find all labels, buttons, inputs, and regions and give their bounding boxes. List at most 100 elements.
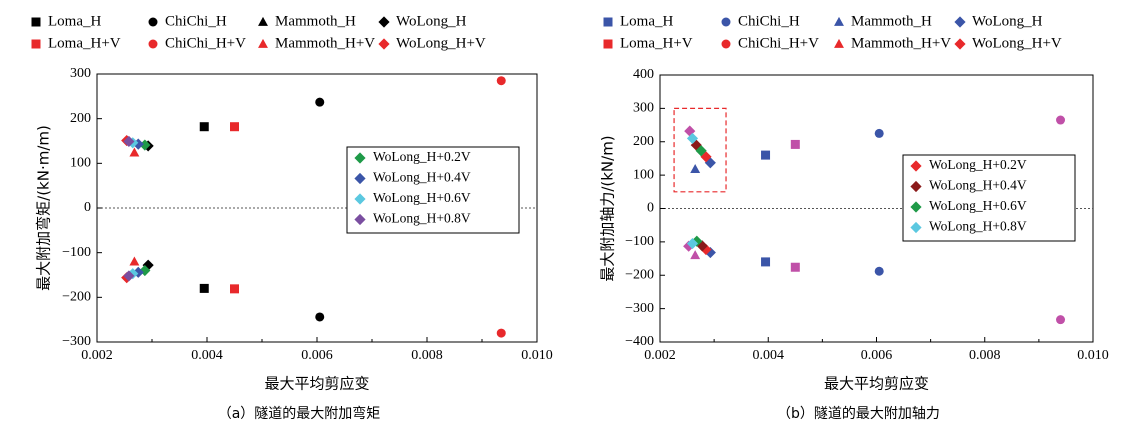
data-point <box>690 250 701 260</box>
y-tick-label: −200 <box>625 267 654 282</box>
data-point <box>874 266 884 276</box>
x-tick-label: 0.006 <box>301 348 333 363</box>
data-point <box>129 147 140 157</box>
data-point <box>761 150 771 160</box>
legend-label: Loma_H <box>620 13 673 29</box>
legend-marker-mammoth-h-v <box>258 38 268 48</box>
legend-label: WoLong_H+V <box>972 35 1062 51</box>
x-axis-title: 最大平均剪应变 <box>824 375 929 393</box>
data-point <box>695 145 707 157</box>
highlight-box <box>673 107 727 193</box>
legend-label: WoLong_H+V <box>396 35 486 51</box>
legend-marker-mammoth-h <box>258 16 268 26</box>
legend-label: Loma_H+V <box>620 35 693 51</box>
x-tick-label: 0.008 <box>411 348 443 363</box>
legend-marker-chichi-h <box>148 17 158 27</box>
legend-marker-loma-h <box>31 17 41 27</box>
inset-legend-label: WoLong_H+0.2V <box>929 157 1027 172</box>
data-point <box>496 328 506 338</box>
data-point <box>686 132 699 144</box>
legend-marker-loma-h-v <box>31 39 41 49</box>
data-point <box>874 128 884 138</box>
y-tick-label: −300 <box>625 301 654 316</box>
y-tick-label: 200 <box>633 134 654 149</box>
inset-legend-marker <box>910 221 922 234</box>
y-tick-label: −300 <box>62 334 91 349</box>
legend-label: Mammoth_H+V <box>851 35 951 51</box>
legend-marker-wolong-h <box>954 16 966 28</box>
y-tick-label: 400 <box>633 67 654 82</box>
data-point <box>686 237 699 250</box>
y-tick-label: 300 <box>633 101 654 116</box>
data-point <box>230 284 239 294</box>
inset-legend-marker <box>354 213 366 226</box>
legend-marker-mammoth-h <box>834 16 844 26</box>
y-tick-label: −100 <box>625 234 654 249</box>
data-point <box>139 139 151 151</box>
inset-legend-label: WoLong_H+0.4V <box>929 178 1027 193</box>
y-tick-label: 100 <box>633 167 654 182</box>
data-point <box>129 256 140 266</box>
inset-legend-marker <box>354 193 366 205</box>
inset-legend-marker <box>910 160 922 172</box>
data-point <box>690 163 701 173</box>
y-axis-title: 最大附加轴力/(kN/m) <box>599 135 617 281</box>
legend-marker-chichi-h-v <box>148 39 158 49</box>
data-point <box>315 312 325 322</box>
inset-legend-marker <box>354 172 366 185</box>
x-tick-label: 0.010 <box>1077 348 1109 363</box>
panel-b: Loma_H ChiChi_H Mammoth_H WoLong_H Loma_H+V C… <box>599 13 1109 422</box>
y-tick-label: 0 <box>84 200 91 215</box>
y-tick-label: −200 <box>62 290 91 305</box>
figure-caption: （a）隧道的最大附加弯矩 <box>218 405 381 422</box>
inset-legend-label: WoLong_H+0.8V <box>373 211 471 226</box>
legend-marker-wolong-h <box>378 16 390 28</box>
legend-marker-chichi-h-v <box>721 39 731 49</box>
x-tick-label: 0.004 <box>191 348 223 363</box>
inset-legend-marker <box>910 201 922 213</box>
inset-legend-box <box>902 154 1076 242</box>
data-point <box>1056 315 1066 325</box>
legend-label: WoLong_H <box>972 13 1043 29</box>
data-point <box>761 257 771 267</box>
inset-legend-marker <box>354 152 366 164</box>
inset-legend-label: WoLong_H+0.2V <box>373 149 471 164</box>
y-axis-title: 最大附加弯矩/(kN·m/m) <box>35 125 53 291</box>
legend-label: ChiChi_H <box>738 13 800 29</box>
x-tick-label: 0.010 <box>521 348 553 363</box>
figure-caption: （b）隧道的最大附加轴力 <box>777 406 940 422</box>
inset-legend-label: WoLong_H+0.6V <box>373 190 471 205</box>
y-tick-label: −400 <box>625 334 654 349</box>
inset-legend-label: WoLong_H+0.4V <box>373 170 471 185</box>
legend-label: Mammoth_H <box>851 13 932 29</box>
data-point <box>496 76 506 86</box>
data-point <box>230 122 239 132</box>
legend-marker-wolong-h-v <box>954 38 966 50</box>
x-tick-label: 0.002 <box>644 348 676 363</box>
inset-legend-label: WoLong_H+0.8V <box>929 219 1027 234</box>
data-point <box>790 139 800 149</box>
x-tick-label: 0.006 <box>861 348 893 363</box>
x-tick-label: 0.008 <box>969 348 1001 363</box>
x-axis-title: 最大平均剪应变 <box>264 375 369 393</box>
legend-marker-loma-h-v <box>603 39 613 49</box>
y-tick-label: 100 <box>70 156 91 171</box>
data-point <box>683 240 695 252</box>
legend-label: ChiChi_H+V <box>738 35 819 51</box>
data-point <box>123 270 135 282</box>
data-point <box>199 283 209 293</box>
data-point <box>696 240 708 252</box>
data-point <box>790 262 800 272</box>
inset-legend-label: WoLong_H+0.6V <box>929 198 1027 213</box>
legend-label: Mammoth_H <box>275 13 356 29</box>
legend-marker-chichi-h <box>721 17 731 27</box>
panel-a: Loma_H ChiChi_H Mammoth_H WoLong_H Loma_H+V C… <box>31 13 553 422</box>
y-tick-label: 0 <box>647 201 654 216</box>
y-tick-label: 200 <box>70 111 91 126</box>
inset-legend-marker <box>910 180 922 193</box>
inset-legend-box <box>346 146 520 234</box>
legend-label: Mammoth_H+V <box>275 35 375 51</box>
y-tick-label: 300 <box>70 66 91 81</box>
legend-label: Loma_H <box>48 13 101 29</box>
